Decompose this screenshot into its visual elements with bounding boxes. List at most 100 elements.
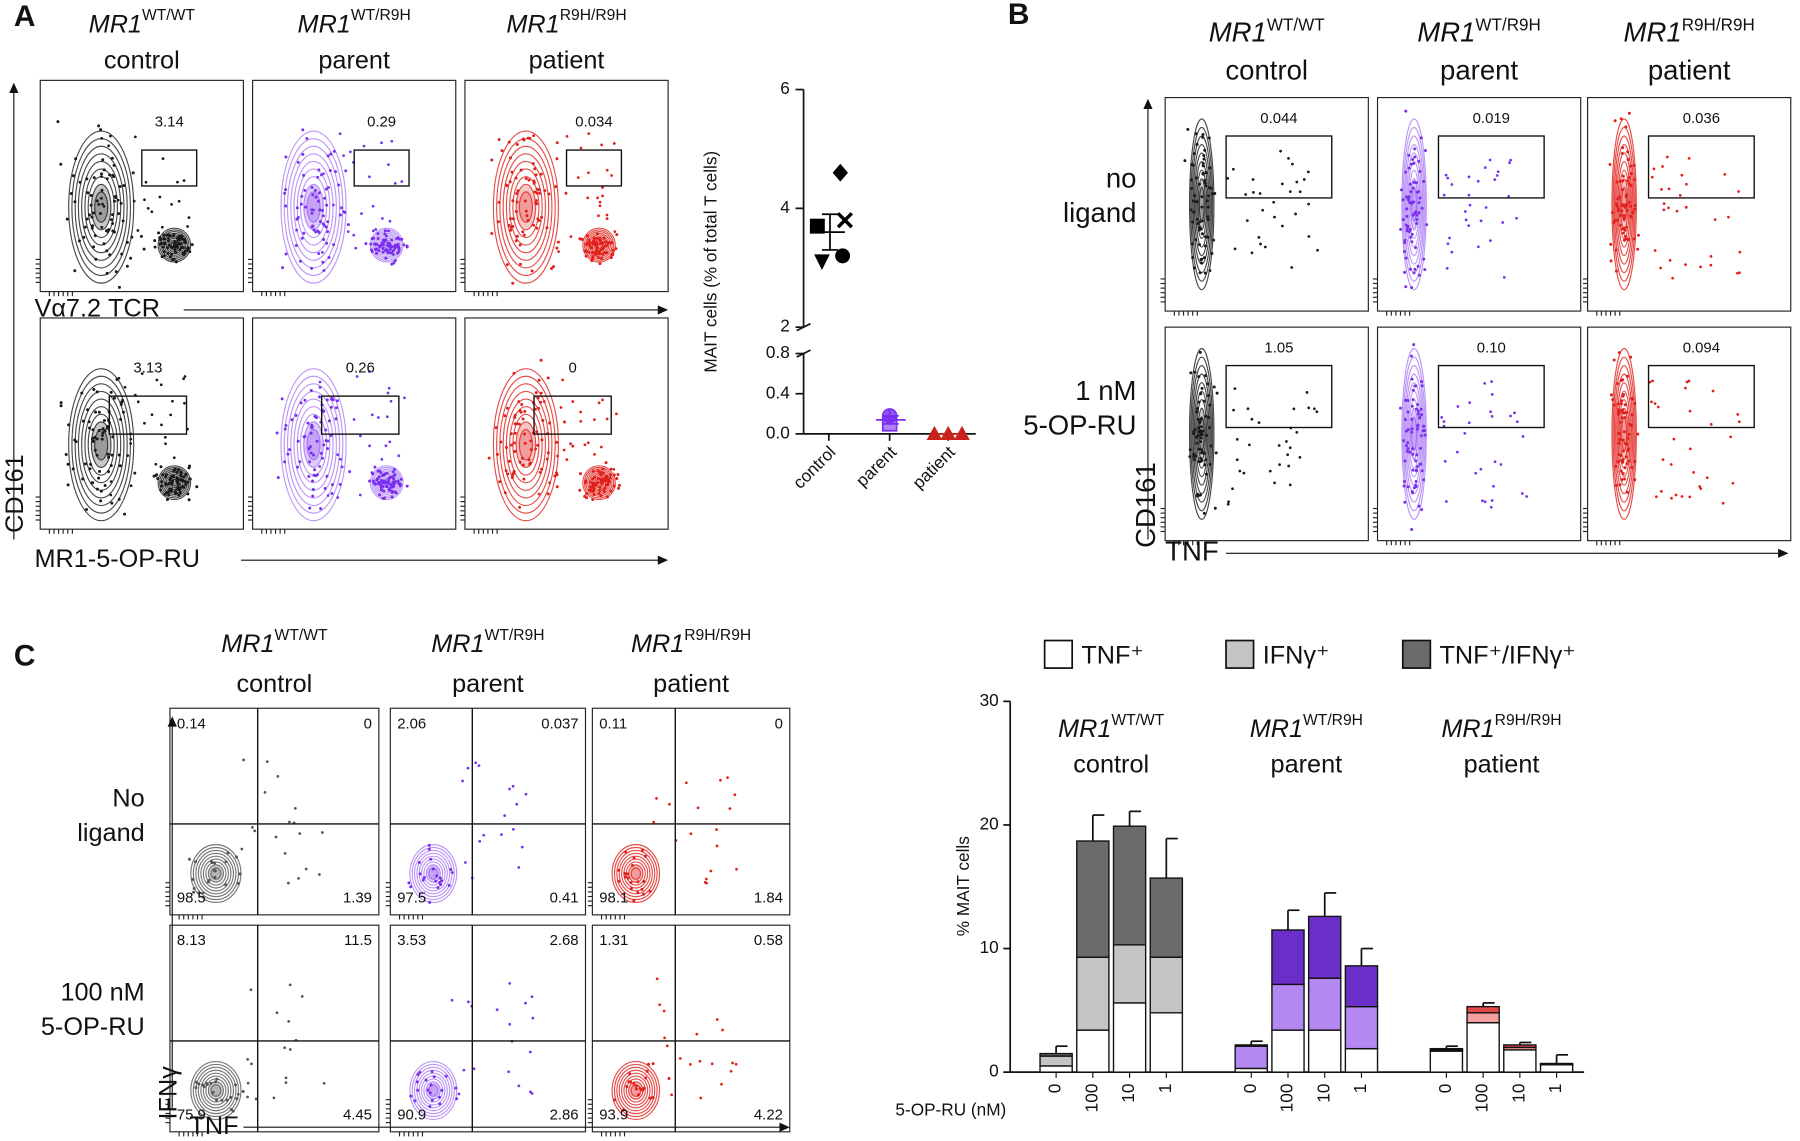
label: 2.06 <box>397 715 426 732</box>
event-dot <box>107 455 111 459</box>
event-dot <box>1721 501 1725 505</box>
event-dot <box>494 426 498 430</box>
event-dot <box>110 501 114 505</box>
event-dot <box>108 253 112 257</box>
event-dot <box>391 470 395 474</box>
event-dot <box>1618 179 1622 183</box>
event-dot <box>112 163 116 167</box>
event-dot <box>1306 170 1310 174</box>
event-dot <box>167 237 170 240</box>
bar-segment <box>1429 1047 1464 1051</box>
event-dot <box>100 433 104 437</box>
event-dot <box>186 480 190 484</box>
event-dot <box>539 358 543 362</box>
event-dot <box>587 171 590 175</box>
arrow-head <box>9 82 19 93</box>
event-dot <box>184 240 188 244</box>
event-dot <box>158 242 162 246</box>
event-dot <box>600 477 604 481</box>
event-dot <box>1198 493 1202 497</box>
event-dot <box>510 476 514 480</box>
event-dot <box>1685 182 1688 186</box>
bar-segment <box>1539 1064 1574 1073</box>
bar-segment <box>1076 840 1110 958</box>
event-dot <box>162 250 166 254</box>
event-dot <box>160 225 164 229</box>
event-dot <box>512 471 516 475</box>
gate <box>533 395 612 435</box>
contour <box>423 861 444 886</box>
event-dot <box>168 477 172 481</box>
event-dot <box>213 861 217 865</box>
label: no <box>1106 162 1137 193</box>
event-dot <box>514 176 518 180</box>
event-dot <box>66 462 70 466</box>
label: 5-OP-RU <box>1023 409 1136 440</box>
event-dot <box>326 154 330 158</box>
event-dot <box>69 192 73 196</box>
event-dot <box>1286 453 1290 457</box>
event-dot <box>632 856 636 860</box>
event-dot <box>565 134 569 138</box>
label: 4.45 <box>343 1107 372 1124</box>
event-dot <box>1290 266 1294 269</box>
event-dot <box>91 437 95 441</box>
genotype: WT/R9H <box>1475 15 1540 34</box>
event-dot <box>121 410 125 414</box>
event-dot <box>590 489 594 493</box>
bar-segment <box>1076 1029 1110 1073</box>
event-dot <box>418 1070 422 1074</box>
event-dot <box>1201 164 1205 168</box>
event-dot <box>1414 246 1418 250</box>
event-dot <box>536 217 540 221</box>
event-dot <box>1401 198 1405 202</box>
event-dot <box>603 479 607 483</box>
event-dot <box>1202 154 1206 158</box>
event-dot <box>167 493 171 497</box>
contour <box>409 1060 458 1120</box>
event-dot <box>393 259 397 263</box>
event-dot <box>97 202 101 206</box>
event-dot <box>238 872 242 876</box>
event-dot <box>1420 413 1424 417</box>
event-dot <box>182 485 186 489</box>
event-dot <box>1620 203 1624 207</box>
event-dot <box>1194 435 1198 439</box>
event-dot <box>250 826 254 829</box>
event-dot <box>1206 194 1210 198</box>
event-dot <box>374 242 378 246</box>
label: patient <box>529 47 605 75</box>
contour <box>621 855 651 892</box>
event-dot <box>173 250 177 254</box>
event-dot <box>1195 142 1199 146</box>
label: 10 <box>1118 1084 1138 1103</box>
bar-segment <box>1271 929 1305 986</box>
event-dot <box>168 234 172 238</box>
event-dot <box>126 454 130 458</box>
event-dot <box>1705 476 1709 480</box>
event-dot <box>171 479 175 483</box>
event-dot <box>430 1098 434 1102</box>
event-dot <box>601 241 605 245</box>
bar-segment <box>1466 1005 1500 1014</box>
contour <box>1401 118 1427 291</box>
event-dot <box>161 245 165 249</box>
event-dot <box>598 236 602 240</box>
event-dot <box>109 464 113 468</box>
event-dot <box>530 269 534 273</box>
event-dot <box>538 470 542 474</box>
event-dot <box>1502 275 1506 279</box>
label: 4.22 <box>754 1107 783 1124</box>
event-dot <box>154 462 158 466</box>
genotype: WT/WT <box>1267 15 1325 34</box>
contour <box>509 406 543 484</box>
bar-segment <box>1039 1052 1073 1057</box>
event-dot <box>254 1097 258 1101</box>
event-dot <box>1242 471 1246 475</box>
event-dot <box>417 861 421 865</box>
event-dot <box>533 190 537 194</box>
event-dot <box>112 396 116 400</box>
event-dot <box>107 144 111 148</box>
event-dot <box>1285 440 1288 443</box>
event-dot <box>111 221 115 225</box>
